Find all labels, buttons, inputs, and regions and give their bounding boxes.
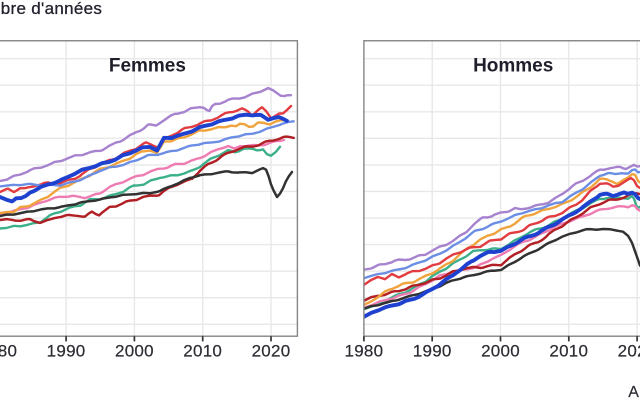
svg-text:Femmes: Femmes bbox=[109, 55, 186, 76]
svg-text:2010: 2010 bbox=[183, 341, 222, 360]
svg-text:1990: 1990 bbox=[47, 341, 86, 360]
svg-text:1980: 1980 bbox=[344, 341, 383, 360]
svg-text:2010: 2010 bbox=[549, 341, 588, 360]
svg-text:Hommes: Hommes bbox=[473, 55, 553, 76]
svg-text:2000: 2000 bbox=[115, 341, 154, 360]
svg-text:2000: 2000 bbox=[481, 341, 520, 360]
svg-text:2020: 2020 bbox=[618, 341, 640, 360]
svg-text:2020: 2020 bbox=[252, 341, 291, 360]
svg-text:Nombre d'années: Nombre d'années bbox=[0, 0, 102, 18]
svg-text:Année: Année bbox=[628, 384, 640, 400]
svg-text:1990: 1990 bbox=[413, 341, 452, 360]
svg-text:1980: 1980 bbox=[0, 341, 17, 360]
